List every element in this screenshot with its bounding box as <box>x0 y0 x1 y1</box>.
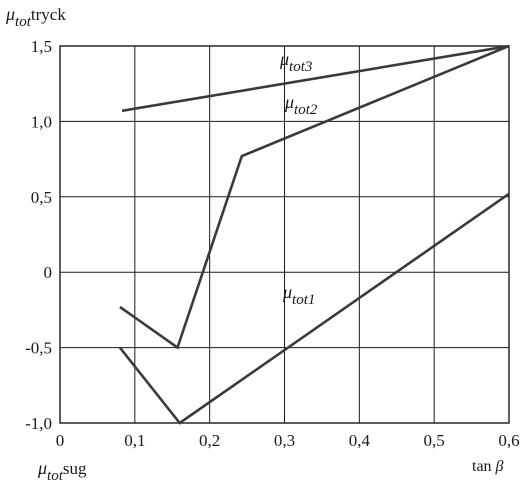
annotations: μtottryck μtotsug μtot1 μtot2 μtot3 tan β <box>5 4 504 484</box>
y-tick-label: 0 <box>44 263 53 282</box>
x-tick-label: 0,6 <box>498 431 519 450</box>
y-tick-label: 1,5 <box>31 37 52 56</box>
x-tick-label: 0,4 <box>349 431 371 450</box>
x-tick-label: 0,2 <box>199 431 220 450</box>
tick-labels: 0 0,1 0,2 0,3 0,4 0,5 0,6 -1,0 -0,5 0 0,5 1,0 1,5 <box>25 37 520 450</box>
y-tick-label: 1,0 <box>31 112 52 131</box>
series-label-1: μtot1 <box>282 282 315 308</box>
x-tick-label: 0,3 <box>274 431 295 450</box>
plot-border <box>59 45 510 424</box>
x-tick-label: 0,5 <box>424 431 445 450</box>
y-axis-top-label: μtottryck <box>5 4 66 30</box>
grid <box>59 45 510 424</box>
series-line-2 <box>119 44 510 350</box>
series-line-1 <box>118 192 510 425</box>
y-axis-bottom-label: μtotsug <box>37 458 87 484</box>
x-tick-label: 0,1 <box>124 431 145 450</box>
series-label-3: μtot3 <box>279 49 312 75</box>
series-line-3 <box>121 44 510 113</box>
y-tick-label: 0,5 <box>31 188 52 207</box>
series-lines <box>118 44 510 425</box>
x-axis-label: tan β <box>472 458 504 475</box>
x-tick-label: 0 <box>56 431 65 450</box>
y-tick-label: -1,0 <box>25 414 52 433</box>
series-label-2: μtot2 <box>284 92 318 118</box>
y-tick-label: -0,5 <box>25 339 52 358</box>
